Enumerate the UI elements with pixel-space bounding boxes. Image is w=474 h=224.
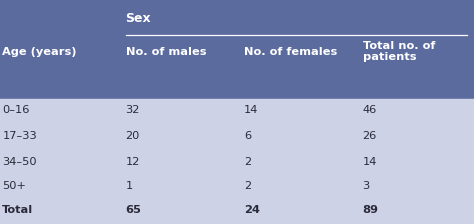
- Text: No. of males: No. of males: [126, 47, 206, 56]
- Text: 2: 2: [244, 157, 251, 167]
- Text: 0–16: 0–16: [2, 105, 30, 115]
- Text: Total no. of
patients: Total no. of patients: [363, 41, 435, 62]
- Text: 2: 2: [244, 181, 251, 192]
- Text: 34–50: 34–50: [2, 157, 37, 167]
- Text: Age (years): Age (years): [2, 47, 77, 56]
- Text: 14: 14: [244, 105, 258, 115]
- Text: 26: 26: [363, 131, 377, 141]
- Text: 89: 89: [363, 205, 379, 215]
- Text: 3: 3: [363, 181, 370, 192]
- Text: 1: 1: [126, 181, 133, 192]
- Text: 50+: 50+: [2, 181, 26, 192]
- Text: 46: 46: [363, 105, 377, 115]
- Text: 14: 14: [363, 157, 377, 167]
- Text: 65: 65: [126, 205, 141, 215]
- Bar: [0, 0, 474, 99]
- Text: 32: 32: [126, 105, 140, 115]
- Text: 17–33: 17–33: [2, 131, 37, 141]
- Text: Sex: Sex: [126, 12, 151, 25]
- Text: 6: 6: [244, 131, 251, 141]
- Text: 20: 20: [126, 131, 140, 141]
- Text: Total: Total: [2, 205, 34, 215]
- Text: 12: 12: [126, 157, 140, 167]
- Text: No. of females: No. of females: [244, 47, 337, 56]
- Text: 24: 24: [244, 205, 260, 215]
